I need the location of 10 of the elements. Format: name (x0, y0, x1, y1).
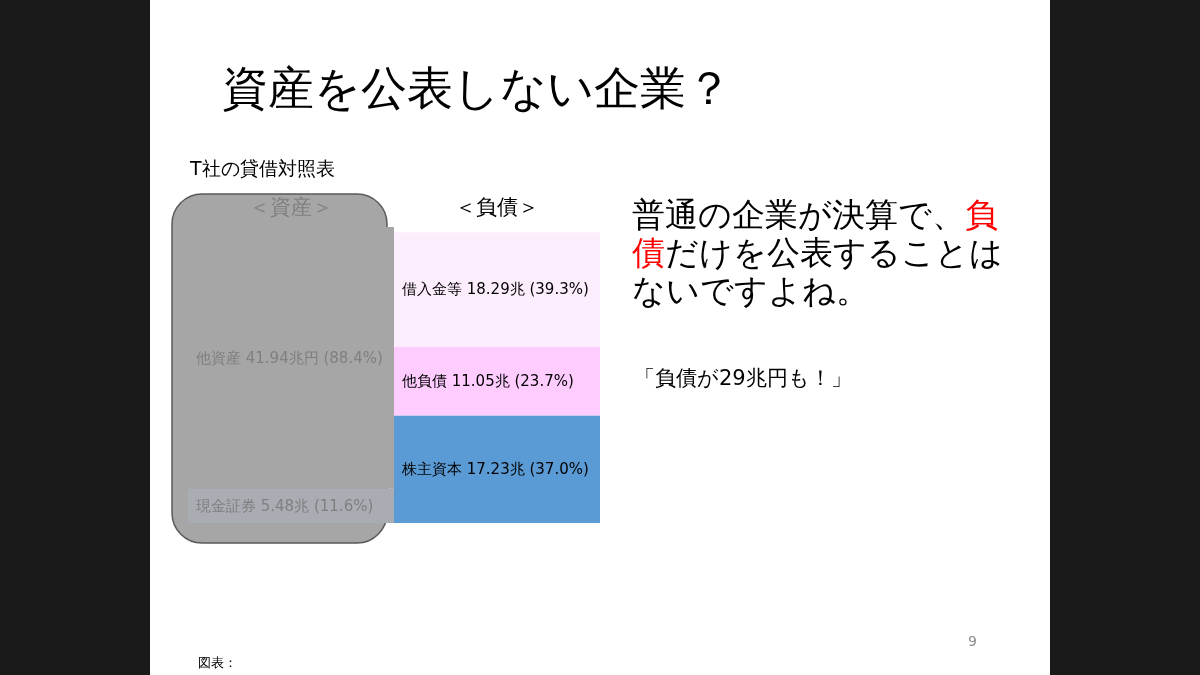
text: 「負債が29兆円も！」 (634, 365, 852, 392)
data-label: 借入金等 18.29兆 (39.3%) (402, 279, 589, 300)
chart-subtitle: T社の貸借対照表 (190, 156, 335, 181)
text: 図表： (198, 654, 237, 672)
text: 9 (968, 633, 977, 649)
data-label: 他負債 11.05兆 (23.7%) (402, 370, 574, 391)
chart-title: 資産を公表しない企業？ (222, 60, 732, 117)
data-label: 株主資本 17.23兆 (37.0%) (402, 459, 589, 480)
text: 普通の企業が決算で、負債だけを公表することはないですよね。 (632, 195, 1003, 310)
x-tick-label: ＜負債＞ (454, 194, 540, 221)
